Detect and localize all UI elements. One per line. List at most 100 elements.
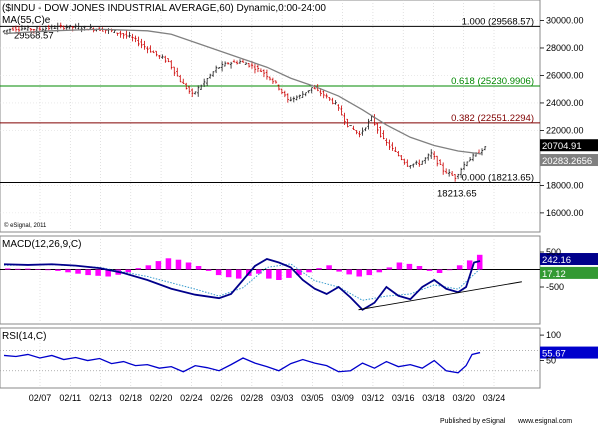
ma-line [3,28,483,155]
rsi-tick-label: 50 [546,356,556,366]
macd-label: MACD(12,26,9,C) [2,239,81,250]
fib-label: 0.382 (22551.2294) [451,113,534,124]
copyright-label: © eSignal, 2011 [4,222,47,229]
macd-histogram-bar [195,266,202,270]
macd-series: 242.16 17.12 [0,253,598,311]
ma-value-badge-bg [540,154,598,167]
macd-histogram-bar [266,269,272,279]
x-tick-label: 02/24 [180,393,203,403]
rsi-label: RSI(14,C) [2,331,46,342]
x-tick-label: 02/11 [59,393,81,403]
macd-histogram-bar [215,269,222,276]
ma-value-badge: 20283.2656 [542,156,592,167]
macd-histogram-bar [366,269,373,276]
x-tick-label: 03/24 [483,393,506,403]
macd-histogram-bar [95,269,101,276]
x-tick-label: 02/26 [210,393,233,403]
macd-histogram-bar [145,265,152,270]
macd-histogram-bar [55,269,61,271]
x-tick-label: 02/13 [89,393,112,403]
macd-histogram-bar [326,265,332,270]
y-tick-label: 18000.00 [546,180,584,190]
y-tick-label: 16000.00 [546,208,584,218]
macd-histogram-bar [436,269,443,273]
macd-histogram-bar [316,268,322,270]
y-tick-label: 22000.00 [546,125,584,135]
rsi-panel [0,327,541,389]
ma-label: MA(55,C)e [2,15,51,26]
chart-title: ($INDU - DOW JONES INDUSTRIAL AVERAGE,60… [2,3,326,14]
macd-histogram-bar [205,269,212,271]
macd-histogram-bar [336,269,342,272]
fib-label: 0.000 (18213.65) [462,172,534,183]
macd-histogram-bar [235,269,242,279]
price-series: 20283.2656 20704.91 [2,22,598,182]
macd-histogram-bar [446,269,453,271]
rsi-line [3,351,481,374]
fib-label: 0.618 (25230.9906) [451,76,534,87]
low-label: 18213.65 [437,188,477,199]
macd-histogram-bar [15,268,21,270]
macd-histogram-bar [185,262,192,270]
macd-value-badge: 242.16 [542,255,571,266]
macd-histogram-bar [256,269,262,274]
macd-histogram-bar [65,269,71,273]
macd-histogram-bar [396,262,403,270]
macd-histogram-bar [175,259,182,270]
x-tick-label: 02/28 [241,393,264,403]
rsi-series: 55.67 [0,346,598,374]
macd-histogram-bar [386,267,393,270]
x-tick-label: 03/16 [392,393,415,403]
published-label: Published by eSignal [440,418,506,425]
macd-histogram-bar [416,266,423,270]
macd-histogram-bar [105,269,111,277]
macd-histogram-bar [296,269,302,276]
macd-histogram-bar [346,269,352,275]
macd-histogram-bar [466,260,473,270]
rsi-tick-label: 100 [546,330,561,340]
x-tick-label: 03/18 [422,393,445,403]
grid-layer [0,0,540,388]
signal-value-badge-bg [540,266,598,279]
x-tick-label: 03/03 [271,393,294,403]
macd-histogram-bar [5,268,11,270]
macd-panel [0,235,541,325]
macd-histogram-bar [45,269,51,271]
macd-histogram-bar [35,268,41,270]
macd-histogram-bar [25,268,31,270]
site-label: www.esignal.com [517,418,572,425]
macd-histogram-bar [75,269,81,274]
y-tick-label: 30000.00 [546,15,584,25]
y-tick-label: 24000.00 [546,98,584,108]
macd-histogram-bar [225,269,232,278]
macd-histogram-bar [376,269,383,273]
macd-histogram-bar [306,269,312,273]
macd-histogram-bar [286,269,292,278]
y-tick-label: 28000.00 [546,43,584,53]
signal-value-badge: 17.12 [542,269,566,280]
y-tick-label: 26000.00 [546,70,584,80]
macd-histogram-bar [125,269,132,273]
last-price-badge: 20704.91 [542,141,582,152]
x-tick-label: 02/07 [29,393,52,403]
x-tick-label: 03/09 [331,393,354,403]
macd-histogram-bar [276,269,282,280]
high-label: 29568.57 [14,30,54,41]
macd-histogram-bar [165,258,172,270]
macd-histogram-bar [406,263,413,270]
macd-histogram-bar [356,269,362,277]
macd-histogram-bar [85,269,91,276]
macd-histogram-bar [476,254,483,270]
macd-tick-label: 500 [546,247,561,257]
x-tick-label: 02/18 [120,393,143,403]
x-tick-label: 03/20 [452,393,475,403]
fib-levels: 1.000 (29568.57) 0.618 (25230.9906) 0.382 … [0,16,540,199]
last-price-badge-bg [540,139,598,152]
fib-label: 1.000 (29568.57) [462,16,534,27]
macd-histogram-bar [155,261,162,270]
rsi-value-badge: 55.67 [542,349,566,360]
price-panel [0,0,541,233]
axis-labels: 02/07 02/11 02/13 02/18 02/20 02/24 02/26 02/28… [29,15,584,403]
